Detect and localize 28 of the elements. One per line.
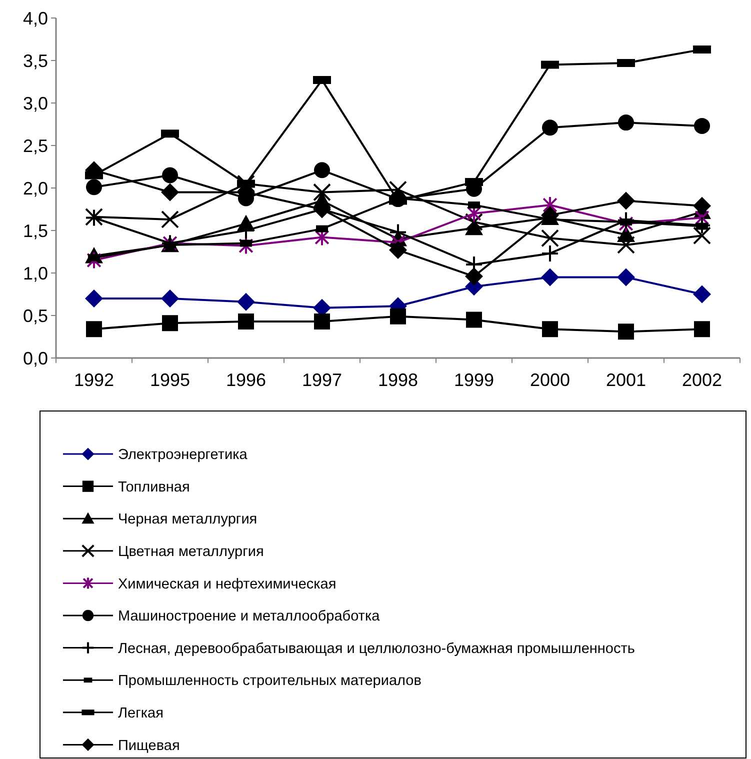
y-tick-label: 1,0 (22, 263, 48, 284)
y-tick-label: 1,5 (22, 220, 48, 241)
x-tick-label: 1996 (226, 370, 266, 390)
y-tick-label: 2,0 (22, 178, 48, 198)
x-tick-label: 1995 (150, 370, 190, 390)
legend-label: Легкая (118, 705, 164, 722)
x-tick-label: 2000 (530, 370, 570, 390)
legend-label: Химическая и нефтехимическая (118, 576, 336, 592)
legend-label: Черная металлургия (118, 512, 258, 528)
x-tick-label: 2001 (606, 370, 646, 390)
x-tick-label: 2002 (682, 370, 722, 390)
x-tick-label: 1997 (302, 370, 342, 390)
y-tick-label: 4,0 (22, 8, 48, 28)
x-tick-label: 1992 (74, 370, 114, 390)
legend-label: Цветная металлургия (118, 544, 264, 560)
legend-label: Лесная, деревообрабатывающая и целлюлозно-бумажная промышленность (118, 640, 635, 657)
legend-label: Промышленность строительных материалов (118, 673, 422, 690)
y-tick-label: 2,5 (22, 136, 48, 156)
x-tick-label: 1999 (454, 370, 494, 390)
y-tick-label: 0,5 (22, 306, 48, 326)
legend-label: Топливная (118, 479, 190, 496)
legend-label: Пищевая (118, 738, 180, 754)
y-tick-label: 0,0 (22, 348, 48, 368)
x-tick-label: 1998 (378, 370, 418, 390)
y-tick-label: 3,0 (22, 93, 48, 114)
legend-label: Машиностроение и металлообработка (118, 608, 381, 625)
y-tick-label: 3,5 (22, 50, 48, 71)
legend-label: Электроэнергетика (118, 447, 248, 464)
